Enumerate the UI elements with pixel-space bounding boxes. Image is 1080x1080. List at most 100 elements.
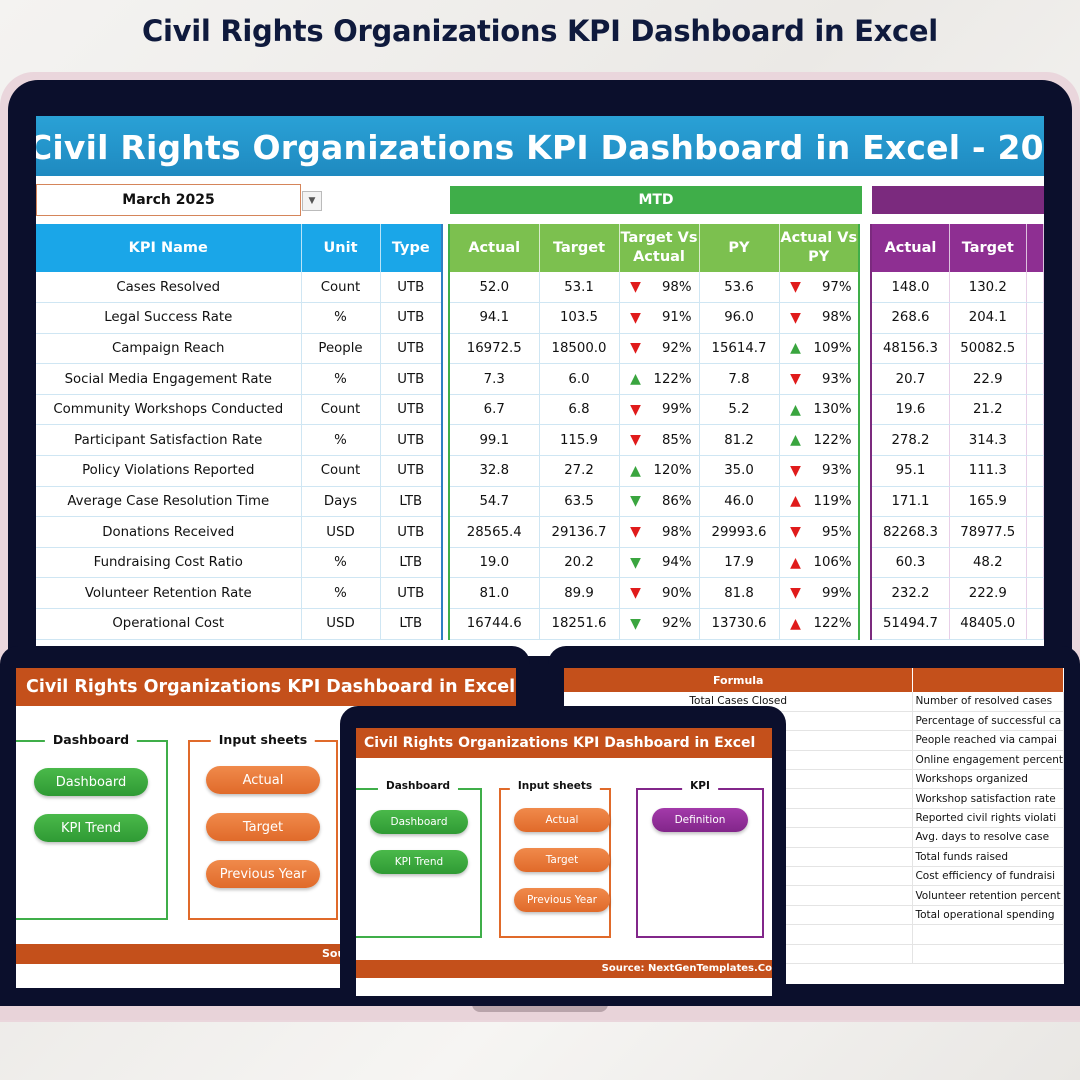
chevron-down-icon[interactable]: ▼ [302,191,322,211]
center-group-dashboard-label: Dashboard [377,780,459,792]
left-target-button[interactable]: Target [206,813,320,841]
left-group-dashboard-label: Dashboard [44,732,138,747]
center-dashboard-button[interactable]: Dashboard [370,810,468,834]
arrow-down-icon: ▼ [630,340,641,357]
kpi-name-cell: Legal Success Rate [36,302,302,334]
mtd-actual-cell: 16972.5 [449,333,540,365]
col-header-mtd-target: Target [539,224,620,272]
arrow-down-icon: ▼ [790,524,801,541]
arrow-down-icon: ▼ [630,493,641,510]
arrow-up-icon: ▲ [630,462,641,479]
left-previous-year-button[interactable]: Previous Year [206,860,320,888]
mtd-target-cell: 18500.0 [539,333,620,365]
mtd-target-cell: 6.0 [539,363,620,395]
left-actual-button[interactable]: Actual [206,766,320,794]
table-row: 94.1 103.5 ▼ 91% 96.0 ▼ 98% [449,302,860,334]
center-previous-year-button[interactable]: Previous Year [514,888,610,912]
arrow-up-icon: ▲ [790,401,801,418]
unit-cell: USD [301,516,381,548]
kpi-name-cell: Donations Received [36,516,302,548]
definition-cell: People reached via campai [912,730,1064,751]
mtd-py-cell: 5.2 [699,394,780,426]
variance-wrap: ▼ 90% [620,585,699,601]
table-row: 51494.7 48405.0 [871,608,1044,640]
ytd-target-cell: 130.2 [949,272,1027,304]
mtd-actual-cell: 81.0 [449,577,540,610]
variance-cell: ▼ 98% [619,272,700,304]
definition-cell [912,944,1064,964]
type-cell: UTB [380,516,443,548]
unit-cell: % [301,424,381,457]
arrow-up-icon: ▲ [790,554,801,571]
variance-wrap: ▲ 130% [780,402,859,418]
center-kpi-trend-button[interactable]: KPI Trend [370,850,468,874]
ytd-actual-cell: 51494.7 [871,608,950,640]
ytd-more-cell [1026,394,1044,426]
col-header-target-vs-actual: Target Vs Actual [619,224,700,272]
arrow-up-icon: ▲ [790,340,801,357]
type-cell: LTB [380,547,443,579]
variance-value: 98% [661,524,692,540]
variance-value: 99% [821,585,852,601]
table-row: 171.1 165.9 [871,486,1044,518]
arrow-down-icon: ▼ [630,279,641,296]
ytd-more-cell [1026,363,1044,395]
table-row: 268.6 204.1 [871,302,1044,334]
mtd-actual-cell: 6.7 [449,394,540,426]
ytd-actual-cell: 60.3 [871,547,950,579]
table-row: 7.3 6.0 ▲ 122% 7.8 ▼ 93% [449,363,860,395]
center-mini-footer: Source: NextGenTemplates.Co [356,960,772,978]
mtd-target-cell: 18251.6 [539,608,620,640]
center-definition-button[interactable]: Definition [652,808,748,832]
variance-cell: ▼ 94% [619,547,700,579]
mtd-py-cell: 7.8 [699,363,780,395]
left-dashboard-button[interactable]: Dashboard [34,768,148,796]
table-row: 278.2 314.3 [871,424,1044,457]
definition-cell [912,924,1064,945]
ytd-more-cell [1026,302,1044,334]
table-row: Fundraising Cost Ratio% LTB [36,547,443,579]
variance-cell: ▼ 95% [779,516,860,548]
ytd-target-cell: 48405.0 [949,608,1027,640]
table-row: 20.7 22.9 [871,363,1044,395]
type-cell: UTB [380,363,443,395]
table-row: 6.7 6.8 ▼ 99% 5.2 ▲ 130% [449,394,860,426]
ytd-actual-cell: 148.0 [871,272,950,304]
table-row: 99.1 115.9 ▼ 85% 81.2 ▲ 122% [449,424,860,457]
mtd-py-cell: 46.0 [699,486,780,518]
variance-wrap: ▼ 99% [620,402,699,418]
center-actual-button[interactable]: Actual [514,808,610,832]
center-target-button[interactable]: Target [514,848,610,872]
mtd-target-cell: 53.1 [539,272,620,304]
table-row: Campaign Reach People UTB [36,333,443,365]
ytd-target-cell: 165.9 [949,486,1027,518]
type-cell: UTB [380,302,443,334]
kpi-name-cell: Community Workshops Conducted [36,394,302,426]
variance-cell: ▲ 122% [779,424,860,457]
type-cell: UTB [380,577,443,610]
definition-cell: Cost efficiency of fundraisi [912,866,1064,887]
type-cell: LTB [380,608,443,640]
definition-cell: Number of resolved cases [912,692,1064,712]
mtd-target-cell: 103.5 [539,302,620,334]
left-kpi-trend-button[interactable]: KPI Trend [34,814,148,842]
variance-value: 98% [821,310,852,326]
variance-cell: ▲ 122% [619,363,700,395]
ytd-more-cell [1026,547,1044,579]
mtd-target-cell: 89.9 [539,577,620,610]
mtd-py-cell: 96.0 [699,302,780,334]
table-row: 148.0 130.2 [871,272,1044,304]
table-row: 82268.3 78977.5 [871,516,1044,548]
arrow-down-icon: ▼ [790,279,801,296]
variance-wrap: ▼ 92% [620,340,699,356]
variance-wrap: ▼ 97% [780,279,859,295]
variance-value: 85% [661,432,692,448]
ytd-actual-cell: 268.6 [871,302,950,334]
mtd-target-cell: 6.8 [539,394,620,426]
ytd-more-cell [1026,424,1044,457]
month-select[interactable]: March 2025 [36,184,301,216]
variance-value: 93% [821,463,852,479]
mtd-actual-cell: 7.3 [449,363,540,395]
ytd-actual-cell: 95.1 [871,455,950,487]
table-row: 60.3 48.2 [871,547,1044,579]
